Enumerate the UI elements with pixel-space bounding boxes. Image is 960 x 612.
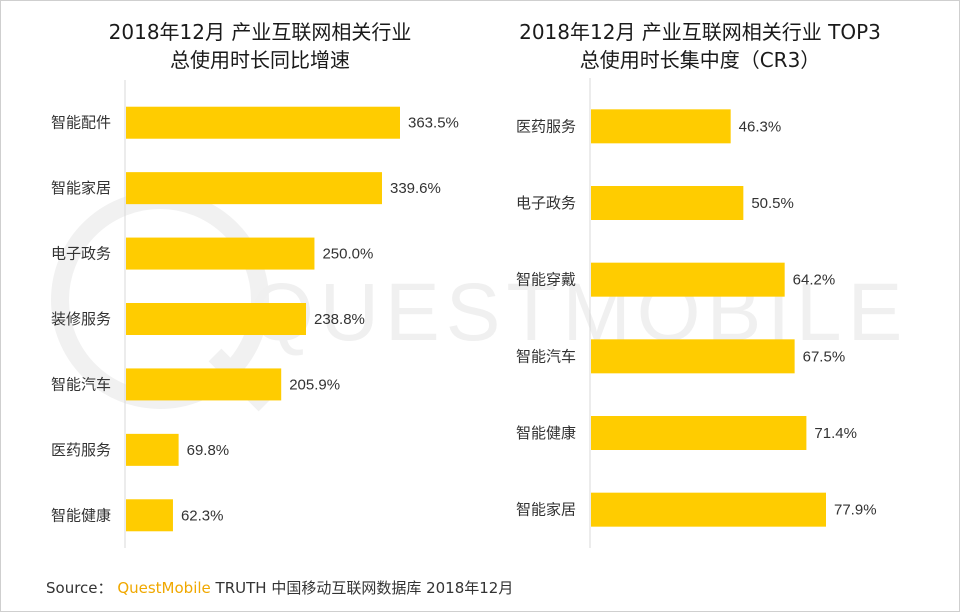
left-chart-bar-5 [126, 368, 282, 401]
left-chart-bar-1 [126, 106, 400, 139]
right-chart-category-label-6: 智能家居 [516, 501, 576, 519]
right-chart-value-label-4: 67.5% [803, 348, 846, 365]
left-chart-value-label-1: 363.5% [408, 115, 459, 132]
left-chart-value-label-5: 205.9% [289, 376, 340, 393]
left-chart-title-line2: 总使用时长同比增速 [170, 48, 350, 72]
right-chart-category-label-1: 医药服务 [516, 117, 576, 135]
left-chart-category-label-5: 智能汽车 [51, 375, 111, 393]
left-chart-value-label-6: 69.8% [187, 442, 230, 459]
right-chart-bar-4 [591, 339, 795, 374]
right-chart-category-label-5: 智能健康 [516, 424, 576, 442]
left-chart-title-line1: 2018年12月 产业互联网相关行业 [108, 20, 412, 44]
right-chart-category-label-3: 智能穿戴 [516, 271, 576, 289]
left-chart-bar-3 [126, 237, 315, 270]
right-chart-value-label-2: 50.5% [751, 195, 794, 212]
right-chart-category-label-4: 智能汽车 [516, 347, 576, 365]
right-chart-bar-2 [591, 186, 744, 220]
left-chart-bar-2 [126, 172, 382, 205]
source-brand: QuestMobile [117, 579, 211, 597]
left-chart-value-label-7: 62.3% [181, 507, 224, 524]
left-chart-category-label-2: 智能家居 [51, 179, 111, 197]
right-chart-value-label-1: 46.3% [739, 118, 782, 135]
left-chart-bar-7 [126, 499, 173, 532]
source-rest: TRUTH 中国移动互联网数据库 2018年12月 [215, 579, 514, 597]
right-chart-title-line2: 总使用时长集中度（CR3） [579, 48, 821, 72]
left-chart-bar-6 [126, 433, 179, 466]
source-note: Source： QuestMobile TRUTH 中国移动互联网数据库 201… [46, 577, 513, 598]
right-chart-title: 2018年12月 产业互联网相关行业 TOP3 总使用时长集中度（CR3） [490, 18, 910, 74]
left-chart-category-label-3: 电子政务 [51, 245, 111, 263]
right-chart-value-label-6: 77.9% [834, 502, 877, 519]
left-chart-category-label-1: 智能配件 [51, 114, 111, 132]
left-chart-category-label-7: 智能健康 [51, 506, 111, 524]
left-chart-title: 2018年12月 产业互联网相关行业 总使用时长同比增速 [60, 18, 460, 74]
left-chart-bar-4 [126, 303, 307, 335]
right-chart-category-label-2: 电子政务 [516, 194, 576, 212]
left-chart-category-label-6: 医药服务 [51, 441, 111, 459]
left-chart-value-label-3: 250.0% [322, 246, 373, 263]
right-chart-value-label-5: 71.4% [814, 425, 857, 442]
right-chart-value-label-3: 64.2% [793, 272, 836, 289]
left-chart-value-label-4: 238.8% [314, 311, 365, 328]
left-chart-category-label-4: 装修服务 [51, 310, 111, 328]
right-chart-title-line1: 2018年12月 产业互联网相关行业 TOP3 [519, 20, 881, 44]
source-prefix: Source： [46, 579, 113, 597]
right-chart-bar-5 [591, 416, 807, 450]
right-chart-bar-1 [591, 109, 731, 144]
right-chart-bar-3 [591, 262, 785, 297]
right-chart-bar-6 [591, 492, 826, 527]
left-chart-value-label-2: 339.6% [390, 180, 441, 197]
